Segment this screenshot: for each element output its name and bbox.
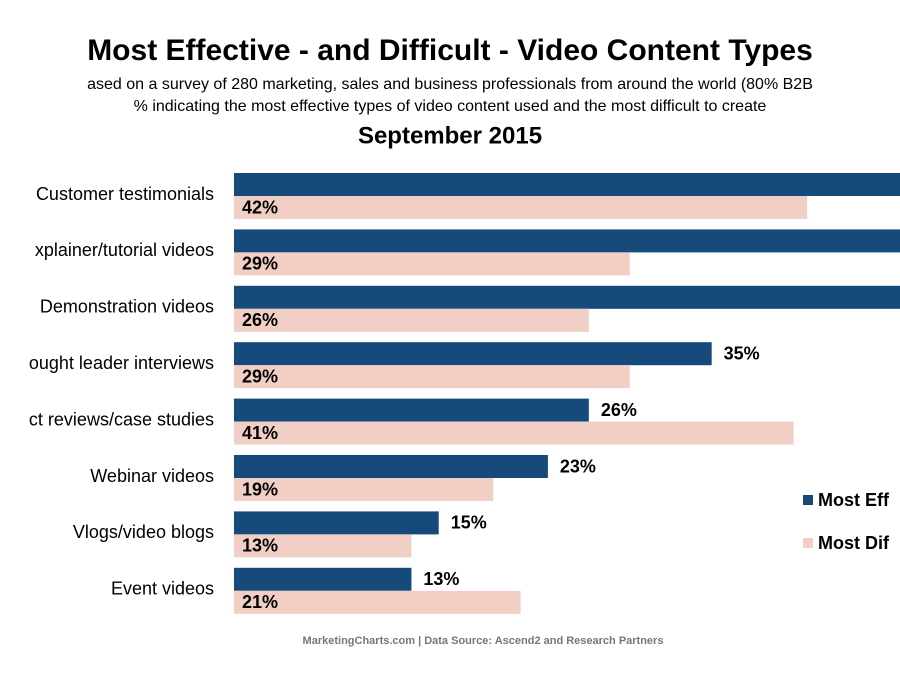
bar xyxy=(234,567,412,591)
category-label: Customer testimonials xyxy=(36,184,214,204)
bar xyxy=(234,308,589,332)
value-label: 26% xyxy=(242,310,278,330)
bar xyxy=(234,534,412,558)
source: MarketingCharts.com | Data Source: Ascen… xyxy=(303,635,664,647)
bar xyxy=(234,478,494,501)
date: September 2015 xyxy=(358,122,542,149)
legend-label: Most Eff xyxy=(818,490,890,510)
category-label: Vlogs/video blogs xyxy=(73,522,214,542)
legend-label: Most Dif xyxy=(818,533,890,553)
legend-swatch xyxy=(803,495,813,505)
category-label: Webinar videos xyxy=(90,466,214,486)
category-label: ought leader interviews xyxy=(29,353,214,373)
bar xyxy=(234,285,900,309)
value-label: 15% xyxy=(451,513,487,533)
legend-swatch xyxy=(803,538,813,548)
value-label: 29% xyxy=(242,254,278,274)
category-label: Demonstration videos xyxy=(40,297,214,317)
value-label: 23% xyxy=(560,456,596,476)
value-label: 29% xyxy=(242,366,278,386)
bar xyxy=(234,342,712,366)
bar xyxy=(234,511,439,535)
subtitle: ased on a survey of 280 marketing, sales… xyxy=(87,76,813,93)
category-label: Event videos xyxy=(111,579,214,599)
value-label: 13% xyxy=(423,569,459,589)
bar xyxy=(234,196,808,219)
category-label: ct reviews/case studies xyxy=(29,409,214,429)
bar xyxy=(234,398,589,422)
value-label: 19% xyxy=(242,479,278,499)
value-label: 26% xyxy=(601,400,637,420)
value-label: 42% xyxy=(242,197,278,217)
bar xyxy=(234,252,630,276)
value-label: 35% xyxy=(724,343,760,363)
value-label: 13% xyxy=(242,536,278,556)
bar xyxy=(234,455,548,478)
subtitle: % indicating the most effective types of… xyxy=(134,98,767,115)
chart-title: Most Effective - and Difficult - Video C… xyxy=(87,34,813,67)
bar xyxy=(234,229,900,253)
category-label: xplainer/tutorial videos xyxy=(35,240,214,260)
value-label: 41% xyxy=(242,423,278,443)
bar xyxy=(234,590,521,614)
bar xyxy=(234,365,630,389)
bar xyxy=(234,173,900,196)
value-label: 21% xyxy=(242,592,278,612)
bar xyxy=(234,421,794,445)
